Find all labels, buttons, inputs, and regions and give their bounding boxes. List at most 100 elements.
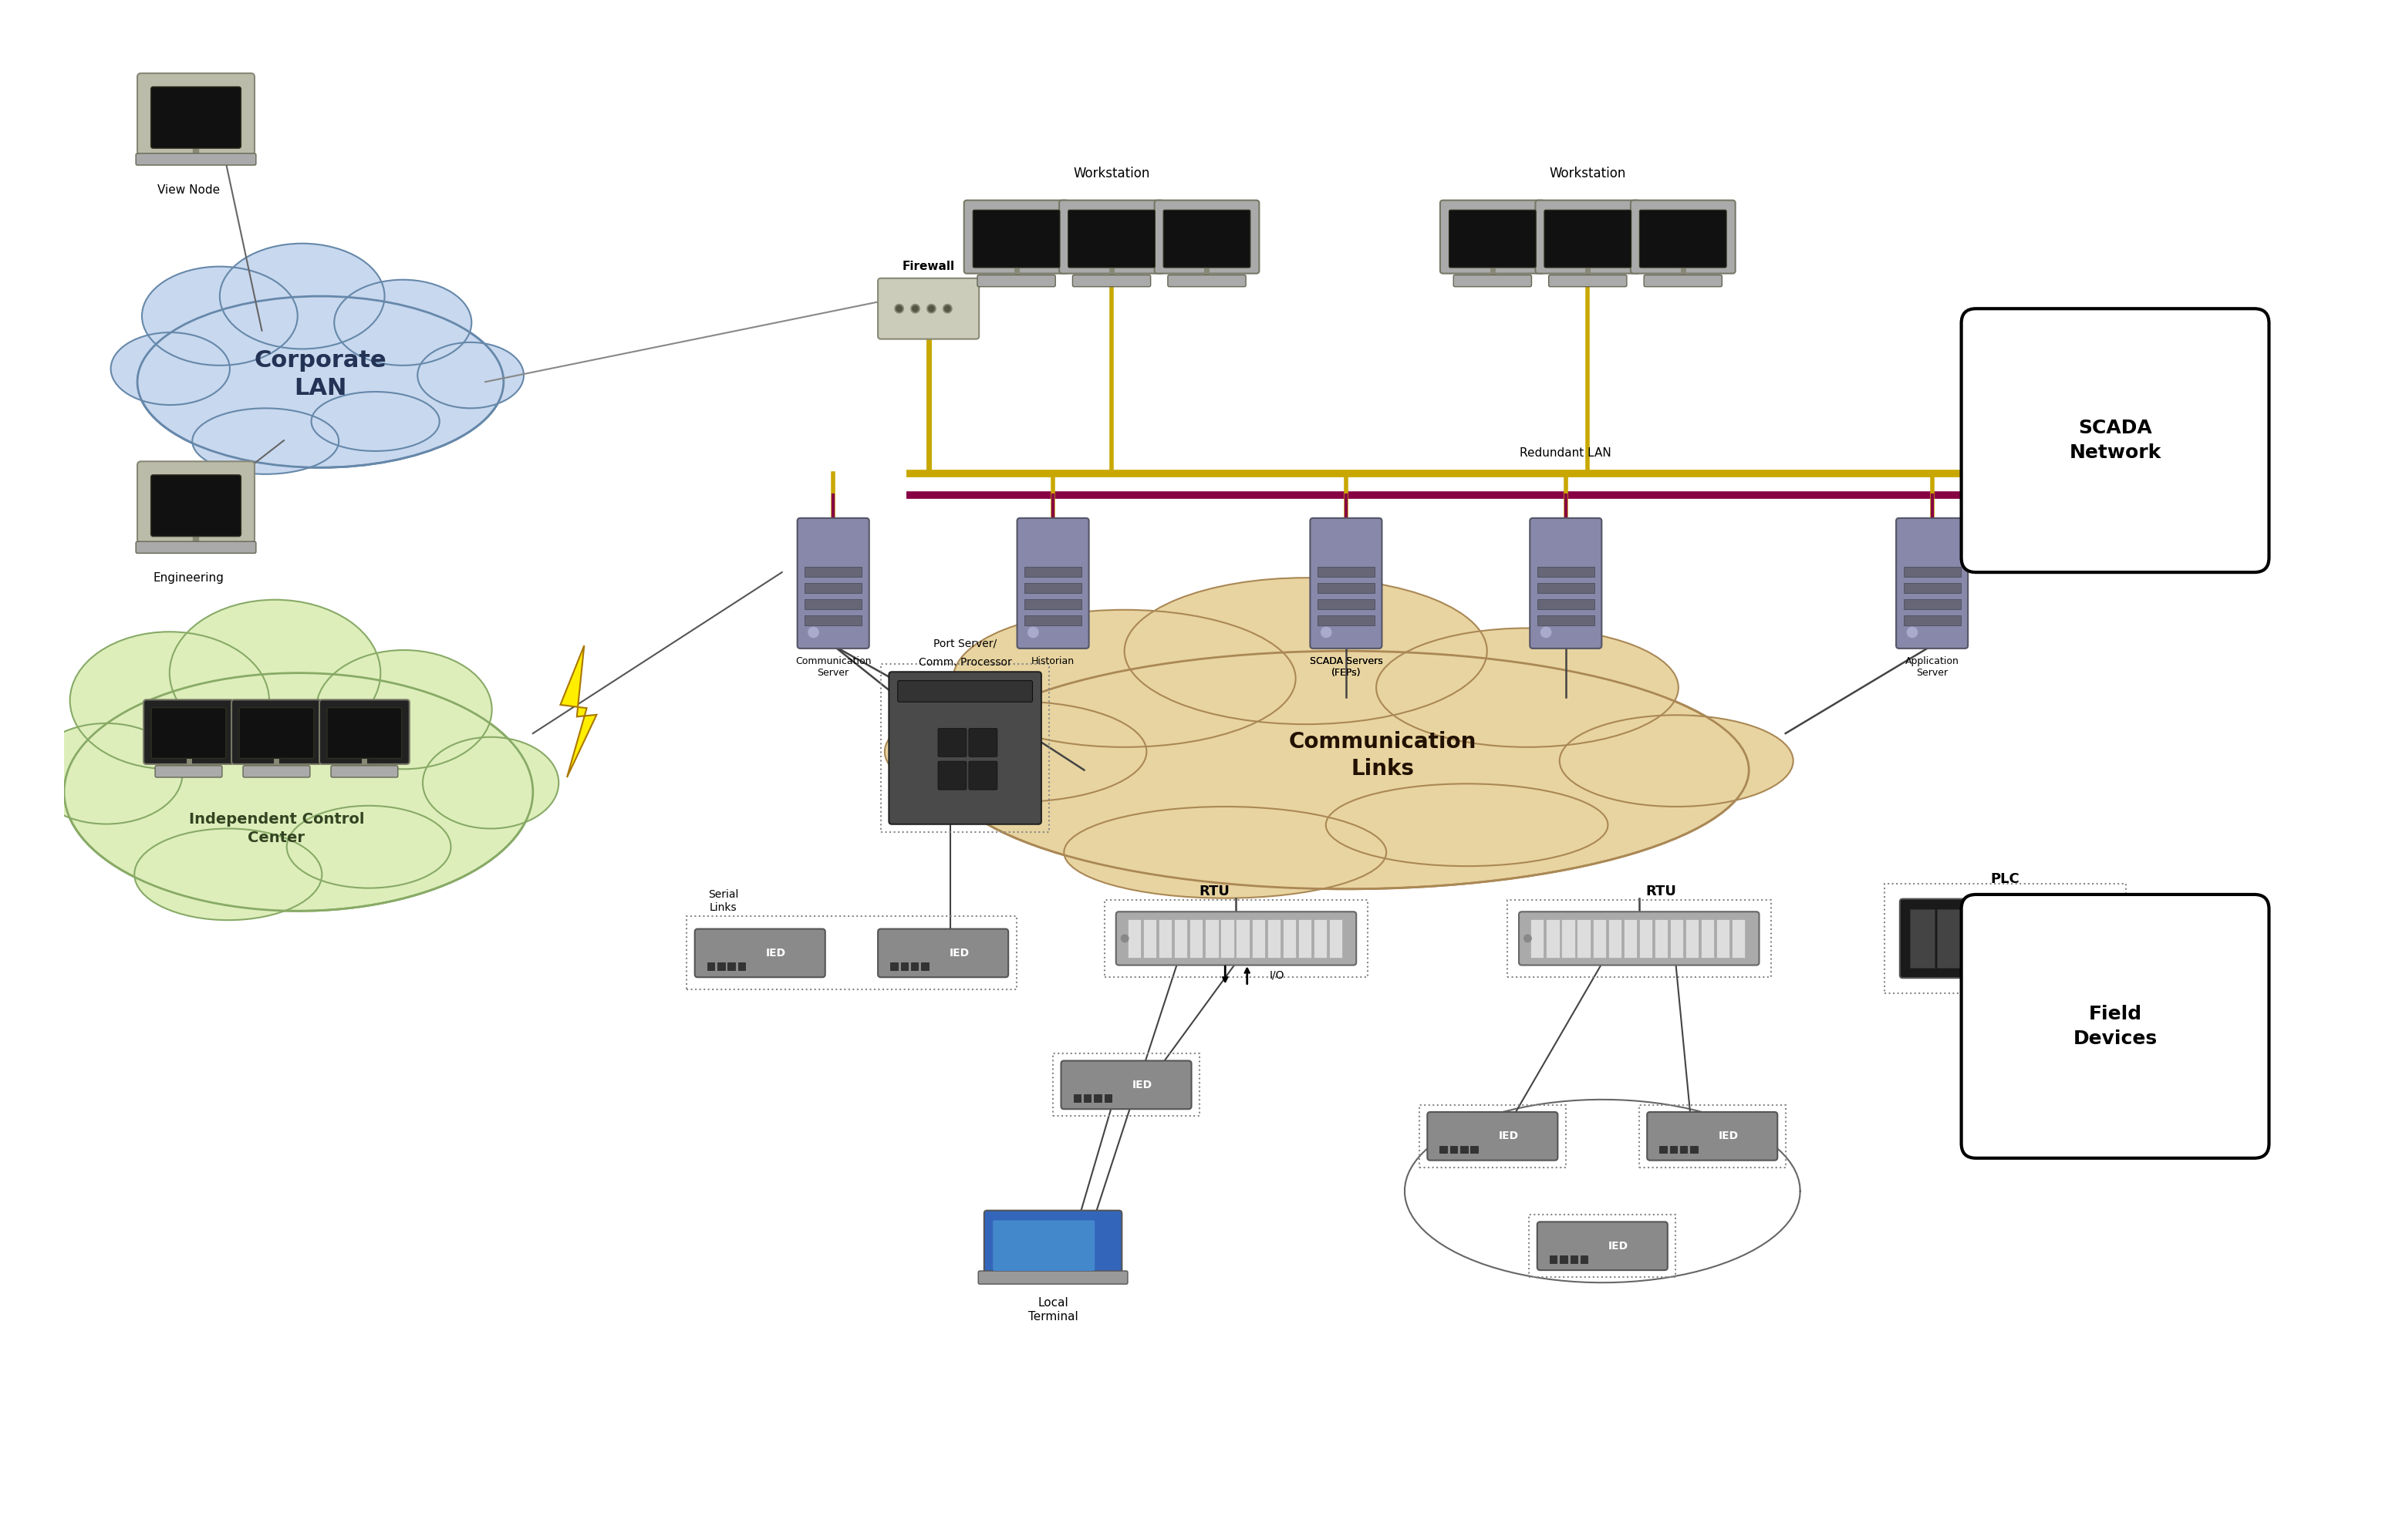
FancyBboxPatch shape [1631, 200, 1734, 274]
Text: View Node: View Node [158, 185, 221, 196]
FancyBboxPatch shape [1902, 567, 1960, 578]
Ellipse shape [333, 280, 473, 365]
FancyBboxPatch shape [969, 728, 998, 756]
FancyBboxPatch shape [144, 699, 233, 764]
FancyBboxPatch shape [1531, 919, 1545, 958]
FancyBboxPatch shape [151, 708, 226, 758]
FancyBboxPatch shape [331, 765, 398, 778]
Text: Local
Terminal: Local Terminal [1029, 1297, 1077, 1323]
Text: IED: IED [950, 947, 969, 958]
FancyBboxPatch shape [1144, 919, 1156, 958]
Ellipse shape [110, 333, 230, 405]
FancyBboxPatch shape [1449, 209, 1535, 268]
FancyBboxPatch shape [1168, 276, 1245, 286]
Ellipse shape [417, 342, 523, 408]
FancyBboxPatch shape [708, 963, 715, 970]
FancyBboxPatch shape [319, 699, 410, 764]
Text: IED: IED [1132, 1080, 1152, 1090]
FancyBboxPatch shape [1315, 919, 1327, 958]
FancyBboxPatch shape [1310, 517, 1382, 648]
FancyBboxPatch shape [804, 614, 861, 625]
FancyBboxPatch shape [878, 929, 1008, 978]
Text: Historian: Historian [1032, 656, 1075, 667]
FancyBboxPatch shape [1461, 1146, 1468, 1153]
FancyBboxPatch shape [1317, 599, 1375, 610]
FancyBboxPatch shape [1910, 909, 1934, 967]
FancyBboxPatch shape [1060, 1061, 1192, 1109]
FancyBboxPatch shape [1715, 919, 1730, 958]
Ellipse shape [952, 610, 1295, 747]
FancyBboxPatch shape [1519, 912, 1758, 966]
Ellipse shape [422, 738, 559, 829]
Ellipse shape [288, 805, 451, 889]
FancyBboxPatch shape [1164, 209, 1250, 268]
FancyBboxPatch shape [137, 542, 257, 553]
FancyBboxPatch shape [796, 517, 868, 648]
FancyBboxPatch shape [230, 699, 321, 764]
FancyBboxPatch shape [1068, 209, 1154, 268]
Circle shape [1523, 935, 1531, 942]
Circle shape [912, 306, 919, 311]
Ellipse shape [70, 631, 269, 768]
FancyBboxPatch shape [976, 276, 1056, 286]
Text: Communication
Server: Communication Server [794, 656, 871, 678]
FancyBboxPatch shape [1938, 909, 1962, 967]
FancyBboxPatch shape [717, 963, 724, 970]
FancyBboxPatch shape [1439, 1146, 1447, 1153]
FancyBboxPatch shape [1173, 919, 1188, 958]
FancyBboxPatch shape [804, 567, 861, 578]
FancyBboxPatch shape [1317, 567, 1375, 578]
FancyBboxPatch shape [137, 74, 254, 156]
Text: IED: IED [1718, 1130, 1739, 1141]
FancyBboxPatch shape [1902, 584, 1960, 593]
FancyBboxPatch shape [897, 681, 1032, 702]
FancyBboxPatch shape [1471, 1146, 1478, 1153]
FancyBboxPatch shape [1094, 1095, 1101, 1101]
FancyBboxPatch shape [137, 154, 257, 165]
Ellipse shape [170, 599, 381, 747]
FancyBboxPatch shape [1084, 1095, 1092, 1101]
FancyBboxPatch shape [1701, 919, 1715, 958]
Circle shape [1029, 627, 1039, 638]
FancyBboxPatch shape [1017, 517, 1089, 648]
FancyBboxPatch shape [1427, 1112, 1557, 1160]
FancyBboxPatch shape [1317, 614, 1375, 625]
FancyBboxPatch shape [1550, 1255, 1557, 1263]
FancyBboxPatch shape [1535, 200, 1641, 274]
FancyBboxPatch shape [1204, 919, 1219, 958]
Text: Communication
Links: Communication Links [1288, 732, 1475, 779]
FancyBboxPatch shape [1454, 276, 1531, 286]
Ellipse shape [221, 243, 384, 350]
FancyBboxPatch shape [890, 671, 1041, 824]
FancyBboxPatch shape [1267, 919, 1281, 958]
Text: RTU: RTU [1646, 884, 1677, 898]
FancyBboxPatch shape [1648, 1112, 1778, 1160]
FancyBboxPatch shape [156, 765, 223, 778]
FancyBboxPatch shape [1670, 1146, 1677, 1153]
Text: Corporate
LAN: Corporate LAN [254, 350, 386, 399]
FancyBboxPatch shape [1072, 276, 1152, 286]
Text: IED: IED [765, 947, 787, 958]
FancyBboxPatch shape [1571, 1255, 1579, 1263]
Circle shape [945, 306, 950, 311]
FancyBboxPatch shape [1190, 919, 1202, 958]
Circle shape [943, 305, 952, 313]
FancyBboxPatch shape [326, 708, 401, 758]
FancyBboxPatch shape [1639, 919, 1653, 958]
Circle shape [1907, 627, 1917, 638]
Text: Comm. Processor: Comm. Processor [919, 656, 1012, 667]
Circle shape [897, 306, 902, 311]
Text: Firewall: Firewall [902, 260, 955, 273]
FancyBboxPatch shape [1116, 912, 1355, 966]
FancyBboxPatch shape [804, 584, 861, 593]
FancyBboxPatch shape [1439, 200, 1545, 274]
FancyBboxPatch shape [804, 599, 861, 610]
Circle shape [1540, 627, 1552, 638]
FancyBboxPatch shape [1686, 919, 1698, 958]
Ellipse shape [317, 650, 492, 768]
FancyBboxPatch shape [1607, 919, 1622, 958]
FancyBboxPatch shape [151, 474, 240, 536]
FancyBboxPatch shape [1991, 909, 2015, 967]
FancyBboxPatch shape [1298, 919, 1312, 958]
Circle shape [808, 627, 818, 638]
